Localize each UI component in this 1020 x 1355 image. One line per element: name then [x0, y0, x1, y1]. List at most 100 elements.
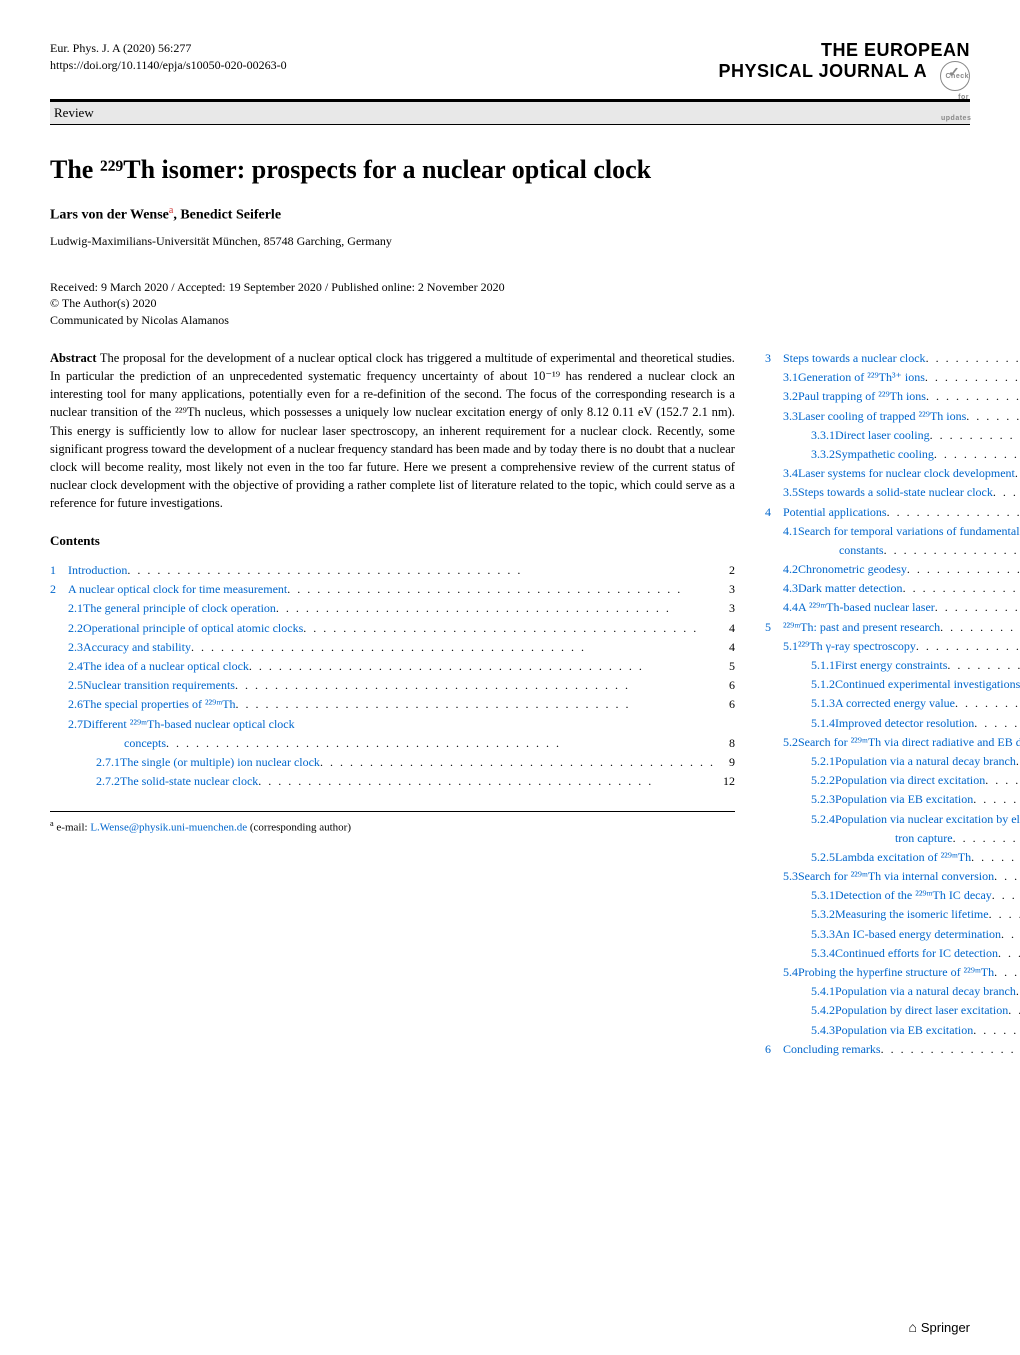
- toc-page: 4: [715, 619, 735, 638]
- toc-entry[interactable]: 5.1.3A corrected energy value23: [765, 694, 1020, 713]
- two-column-layout: Abstract The proposal for the developmen…: [50, 349, 970, 1059]
- toc-entry[interactable]: tron capture28: [765, 829, 1020, 848]
- toc-title: Direct laser cooling: [835, 426, 930, 445]
- toc-entry[interactable]: 3.1Generation of ²²⁹Th³⁺ ions14: [765, 368, 1020, 387]
- toc-dots: [287, 580, 715, 599]
- toc-entry[interactable]: 4Potential applications18: [765, 503, 1020, 522]
- toc-entry[interactable]: 5.1.4Improved detector resolution24: [765, 714, 1020, 733]
- toc-entry[interactable]: 5.3.2Measuring the isomeric lifetime31: [765, 905, 1020, 924]
- toc-title: Probing the hyperfine structure of ²²⁹ᵐT…: [798, 963, 994, 982]
- toc-entry[interactable]: 5.4.1Population via a natural decay bran…: [765, 982, 1020, 1001]
- toc-entry[interactable]: 3.3.2Sympathetic cooling16: [765, 445, 1020, 464]
- toc-number: 4: [765, 503, 783, 522]
- toc-page: 12: [715, 772, 735, 791]
- toc-dots: [320, 753, 715, 772]
- toc-entry[interactable]: constants19: [765, 541, 1020, 560]
- toc-entry[interactable]: 3.2Paul trapping of ²²⁹Th ions15: [765, 387, 1020, 406]
- footnote-email[interactable]: L.Wense@physik.uni-muenchen.de: [90, 822, 247, 834]
- toc-title: Laser cooling of trapped ²²⁹Th ions: [798, 407, 966, 426]
- header-right: THE EUROPEAN PHYSICAL JOURNAL A Check fo…: [718, 40, 970, 91]
- toc-entry[interactable]: 6Concluding remarks37: [765, 1040, 1020, 1059]
- toc-entry[interactable]: concepts8: [50, 734, 735, 753]
- toc-title: Nuclear transition requirements: [83, 676, 235, 695]
- toc-number: 3: [765, 349, 783, 368]
- toc-title: Search for ²²⁹ᵐTh via direct radiative a…: [798, 733, 1020, 752]
- toc-entry[interactable]: 5.1²²⁹Th γ-ray spectroscopy21: [765, 637, 1020, 656]
- paper-title: The ²²⁹Th isomer: prospects for a nuclea…: [50, 155, 970, 185]
- toc-entry[interactable]: 2.7.1The single (or multiple) ion nuclea…: [50, 753, 735, 772]
- toc-entry[interactable]: 3.5Steps towards a solid-state nuclear c…: [765, 483, 1020, 502]
- toc-dots: [973, 1021, 1020, 1040]
- toc-number: 5.3.1: [765, 886, 835, 905]
- toc-number: 6: [765, 1040, 783, 1059]
- toc-entry[interactable]: 5.3.1Detection of the ²²⁹ᵐTh IC decay30: [765, 886, 1020, 905]
- toc-entry[interactable]: 5.2.1Population via a natural decay bran…: [765, 752, 1020, 771]
- toc-dots: [127, 561, 715, 580]
- toc-entry[interactable]: 5.3.4Continued efforts for IC detection3…: [765, 944, 1020, 963]
- toc-title: ²²⁹ᵐTh: past and present research: [783, 618, 940, 637]
- toc-number: 5.2.3: [765, 790, 835, 809]
- toc-title: The special properties of ²²⁹ᵐTh: [83, 695, 236, 714]
- toc-page: 9: [715, 753, 735, 772]
- journal-name: THE EUROPEAN PHYSICAL JOURNAL A Check fo…: [718, 40, 970, 91]
- toc-dots: [249, 657, 715, 676]
- toc-entry[interactable]: 4.1Search for temporal variations of fun…: [765, 522, 1020, 541]
- toc-entry[interactable]: 1Introduction2: [50, 561, 735, 580]
- toc-entry[interactable]: 5.2Search for ²²⁹ᵐTh via direct radiativ…: [765, 733, 1020, 752]
- toc-title: Concluding remarks: [783, 1040, 881, 1059]
- toc-dots: [993, 483, 1020, 502]
- toc-title: Paul trapping of ²²⁹Th ions: [798, 387, 926, 406]
- toc-entry[interactable]: 3.4Laser systems for nuclear clock devel…: [765, 464, 1020, 483]
- journal-ref: Eur. Phys. J. A (2020) 56:277: [50, 40, 287, 57]
- toc-number: 2.6: [50, 695, 83, 714]
- toc-entry[interactable]: 5.2.3Population via EB excitation27: [765, 790, 1020, 809]
- toc-number: 5.1.2: [765, 675, 835, 694]
- toc-number: 2.5: [50, 676, 83, 695]
- check-updates-icon[interactable]: Check for updates: [940, 61, 970, 91]
- toc-entry[interactable]: 4.2Chronometric geodesy20: [765, 560, 1020, 579]
- toc-entry[interactable]: 5.2.4Population via nuclear excitation b…: [765, 810, 1020, 829]
- toc-title: constants: [793, 541, 884, 560]
- toc-title: Sympathetic cooling: [835, 445, 934, 464]
- toc-page: 4: [715, 638, 735, 657]
- toc-entry[interactable]: 5.4.3Population via EB excitation37: [765, 1021, 1020, 1040]
- abstract-label: Abstract: [50, 351, 97, 365]
- toc-entry[interactable]: 5.2.5Lambda excitation of ²²⁹ᵐTh29: [765, 848, 1020, 867]
- toc-entry[interactable]: 2.7.2The solid-state nuclear clock12: [50, 772, 735, 791]
- toc-entry[interactable]: 2.7Different ²²⁹ᵐTh-based nuclear optica…: [50, 715, 735, 734]
- toc-entry[interactable]: 5.1.2Continued experimental investigatio…: [765, 675, 1020, 694]
- toc-entry[interactable]: 2.1The general principle of clock operat…: [50, 599, 735, 618]
- toc-number: 2.7.2: [50, 772, 120, 791]
- toc-entry[interactable]: 2.3Accuracy and stability4: [50, 638, 735, 657]
- toc-dots: [973, 790, 1020, 809]
- toc-title: The general principle of clock operation: [83, 599, 276, 618]
- toc-title: Population by direct laser excitation: [835, 1001, 1008, 1020]
- toc-dots: [236, 695, 715, 714]
- toc-number: 1: [50, 561, 68, 580]
- toc-entry[interactable]: 3.3Laser cooling of trapped ²²⁹Th ions15: [765, 407, 1020, 426]
- toc-entry[interactable]: 2.5Nuclear transition requirements6: [50, 676, 735, 695]
- toc-entry[interactable]: 2.6The special properties of ²²⁹ᵐTh6: [50, 695, 735, 714]
- toc-entry[interactable]: 2.4The idea of a nuclear optical clock5: [50, 657, 735, 676]
- toc-dots: [994, 867, 1020, 886]
- toc-dots: [1001, 925, 1020, 944]
- toc-title: Potential applications: [783, 503, 887, 522]
- toc-entry[interactable]: 5.1.1First energy constraints21: [765, 656, 1020, 675]
- toc-dots: [884, 541, 1020, 560]
- toc-number: 5.4: [765, 963, 798, 982]
- toc-entry[interactable]: 4.3Dark matter detection20: [765, 579, 1020, 598]
- toc-entry[interactable]: 5.4.2Population by direct laser excitati…: [765, 1001, 1020, 1020]
- toc-title: Laser systems for nuclear clock developm…: [798, 464, 1015, 483]
- toc-entry[interactable]: 3.3.1Direct laser cooling15: [765, 426, 1020, 445]
- doi-link[interactable]: https://doi.org/10.1140/epja/s10050-020-…: [50, 57, 287, 74]
- toc-entry[interactable]: 5.3Search for ²²⁹ᵐTh via internal conver…: [765, 867, 1020, 886]
- toc-entry[interactable]: 3Steps towards a nuclear clock13: [765, 349, 1020, 368]
- toc-entry[interactable]: 2.2Operational principle of optical atom…: [50, 619, 735, 638]
- toc-entry[interactable]: 5²²⁹ᵐTh: past and present research21: [765, 618, 1020, 637]
- toc-title: Measuring the isomeric lifetime: [835, 905, 989, 924]
- toc-entry[interactable]: 5.4Probing the hyperfine structure of ²²…: [765, 963, 1020, 982]
- toc-entry[interactable]: 4.4A ²²⁹ᵐTh-based nuclear laser20: [765, 598, 1020, 617]
- toc-entry[interactable]: 2A nuclear optical clock for time measur…: [50, 580, 735, 599]
- toc-entry[interactable]: 5.2.2Population via direct excitation27: [765, 771, 1020, 790]
- toc-entry[interactable]: 5.3.3An IC-based energy determination33: [765, 925, 1020, 944]
